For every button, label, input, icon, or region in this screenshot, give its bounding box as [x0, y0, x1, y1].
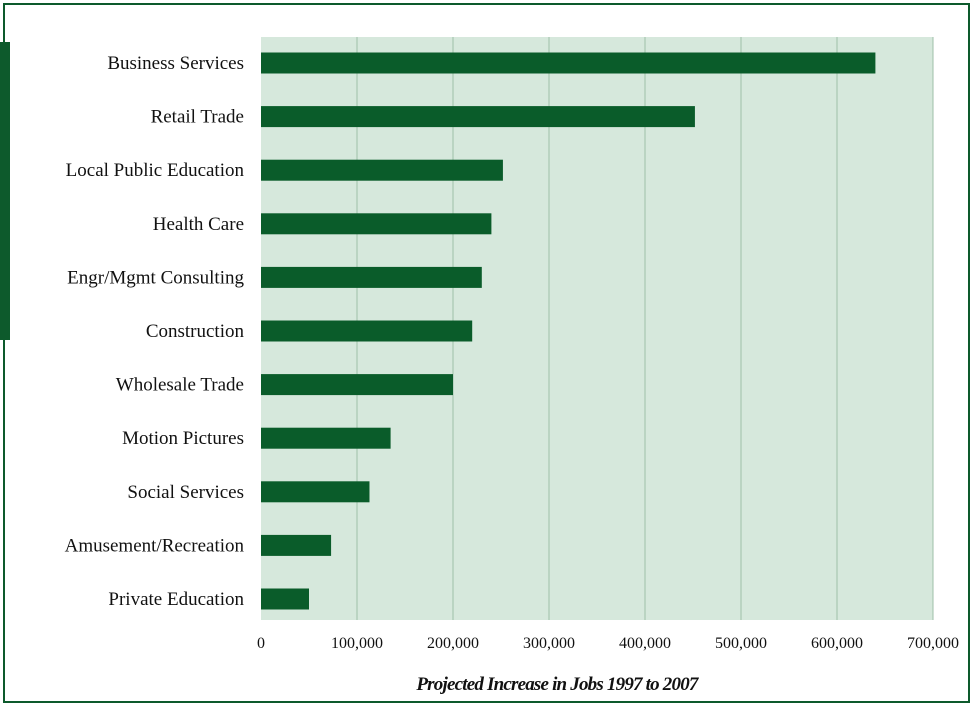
category-label: Social Services — [127, 482, 244, 503]
category-label: Motion Pictures — [122, 428, 244, 449]
x-tick-label: 600,000 — [811, 635, 863, 652]
x-axis-label: Projected Increase in Jobs 1997 to 2007 — [415, 674, 700, 695]
x-tick-label: 200,000 — [427, 635, 479, 652]
category-label: Wholesale Trade — [116, 375, 244, 396]
bar — [261, 534, 332, 556]
bar — [261, 213, 492, 235]
bar — [261, 374, 453, 396]
bar — [261, 320, 473, 342]
bar — [261, 588, 309, 610]
bar — [261, 481, 370, 503]
bar — [261, 52, 876, 74]
bar — [261, 106, 695, 128]
category-label: Health Care — [153, 214, 244, 235]
category-label: Business Services — [107, 53, 244, 74]
x-tick-label: 400,000 — [619, 635, 671, 652]
category-label: Engr/Mgmt Consulting — [67, 267, 244, 288]
x-tick-label: 100,000 — [331, 635, 383, 652]
category-label: Retail Trade — [151, 107, 244, 128]
grid-lines — [356, 37, 934, 620]
bars — [261, 52, 876, 610]
category-label: Amusement/Recreation — [65, 535, 245, 556]
category-label: Construction — [146, 321, 245, 342]
x-tick-labels: 0 100,000 200,000 300,000 400,000 500,000 600,… — [257, 635, 959, 652]
bar — [261, 266, 482, 288]
x-tick-label: 500,000 — [715, 635, 767, 652]
category-labels: Business Services Retail Trade Local Publi… — [65, 53, 245, 610]
x-tick-label: 700,000 — [907, 635, 959, 652]
side-accent-tab — [0, 42, 10, 340]
category-label: Private Education — [108, 589, 244, 610]
x-tick-label: 0 — [257, 635, 265, 652]
bar — [261, 159, 503, 181]
x-tick-label: 300,000 — [523, 635, 575, 652]
category-label: Local Public Education — [66, 160, 245, 181]
bar — [261, 427, 391, 449]
